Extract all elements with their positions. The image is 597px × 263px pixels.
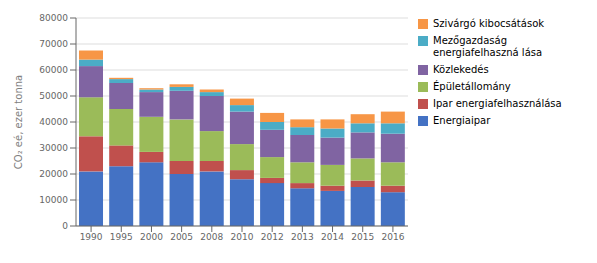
svg-text:70000: 70000 <box>39 39 68 49</box>
svg-text:2000: 2000 <box>140 232 163 242</box>
html-text:Mezőgazdaság: Mezőgazdaság <box>433 35 507 46</box>
html-text:Energiaipar: Energiaipar <box>433 115 491 126</box>
html-text:Épületállomány: Épületállomány <box>433 81 511 92</box>
svg-text:40000: 40000 <box>39 117 68 127</box>
svg-text:2012: 2012 <box>261 232 284 242</box>
svg-text:2015: 2015 <box>351 232 374 242</box>
svg-text:2008: 2008 <box>200 232 223 242</box>
html-text:Ipar energiafelhasználása: Ipar energiafelhasználása <box>433 98 562 109</box>
svg-text:10000: 10000 <box>39 195 68 205</box>
svg-text:CO₂ eé, ezer tonna: CO₂ eé, ezer tonna <box>13 75 24 169</box>
html-text:Közlekedés: Közlekedés <box>433 64 489 75</box>
svg-text:2016: 2016 <box>381 232 404 242</box>
html-text:energiafelhaszná lása: energiafelhaszná lása <box>433 47 543 58</box>
svg-text:50000: 50000 <box>39 91 68 101</box>
svg-text:60000: 60000 <box>39 65 68 75</box>
html-text:Szivárgó kibocsátások: Szivárgó kibocsátások <box>433 18 544 29</box>
svg-text:80000: 80000 <box>39 13 68 23</box>
svg-text:2013: 2013 <box>291 232 314 242</box>
svg-text:0: 0 <box>62 221 68 231</box>
svg-text:1990: 1990 <box>80 232 103 242</box>
svg-text:2010: 2010 <box>231 232 254 242</box>
svg-text:1995: 1995 <box>110 232 133 242</box>
svg-text:20000: 20000 <box>39 169 68 179</box>
svg-text:30000: 30000 <box>39 143 68 153</box>
svg-text:2005: 2005 <box>170 232 193 242</box>
svg-text:2014: 2014 <box>321 232 344 242</box>
